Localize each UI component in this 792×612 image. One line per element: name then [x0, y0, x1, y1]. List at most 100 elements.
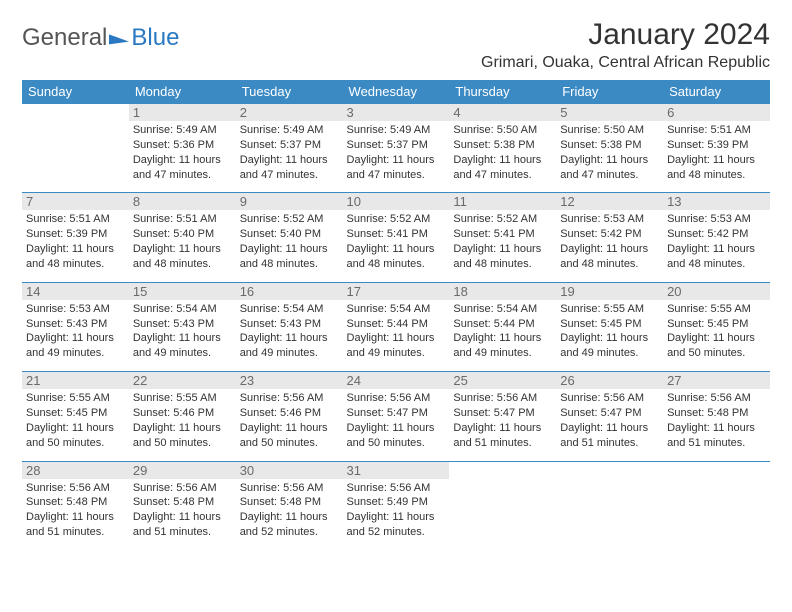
daylight-text: and 49 minutes. [347, 346, 446, 361]
sunrise-text: Sunrise: 5:56 AM [133, 481, 232, 496]
sunrise-text: Sunrise: 5:53 AM [560, 212, 659, 227]
day-number: 4 [449, 104, 556, 121]
calendar-cell: 14 Sunrise: 5:53 AMSunset: 5:43 PMDayligh… [22, 282, 129, 371]
sunrise-text: Sunrise: 5:54 AM [347, 302, 446, 317]
sunrise-text: Sunrise: 5:51 AM [133, 212, 232, 227]
sunset-text: Sunset: 5:45 PM [26, 406, 125, 421]
daylight-text: Daylight: 11 hours [560, 331, 659, 346]
daylight-text: Daylight: 11 hours [240, 153, 339, 168]
location-text: Grimari, Ouaka, Central African Republic [481, 54, 770, 72]
calendar-cell: 2Sunrise: 5:49 AMSunset: 5:37 PMDaylight… [236, 104, 343, 193]
daylight-text: Daylight: 11 hours [667, 242, 766, 257]
sunset-text: Sunset: 5:43 PM [26, 317, 125, 332]
sunrise-text: Sunrise: 5:56 AM [240, 391, 339, 406]
calendar-cell: 31Sunrise: 5:56 AMSunset: 5:49 PMDayligh… [343, 461, 450, 550]
sunrise-text: Sunrise: 5:49 AM [347, 123, 446, 138]
daylight-text: Daylight: 11 hours [347, 510, 446, 525]
daylight-text: Daylight: 11 hours [240, 331, 339, 346]
calendar-cell: 18Sunrise: 5:54 AMSunset: 5:44 PMDayligh… [449, 282, 556, 371]
sunset-text: Sunset: 5:39 PM [667, 138, 766, 153]
calendar-cell [663, 461, 770, 550]
sunrise-text: Sunrise: 5:56 AM [240, 481, 339, 496]
day-number: 24 [343, 372, 450, 389]
calendar-table: SundayMondayTuesdayWednesdayThursdayFrid… [22, 80, 770, 550]
sunrise-text: Sunrise: 5:56 AM [347, 481, 446, 496]
calendar-cell: 25Sunrise: 5:56 AMSunset: 5:47 PMDayligh… [449, 372, 556, 461]
daylight-text: and 50 minutes. [240, 436, 339, 451]
calendar-body: 1 Sunrise: 5:49 AM Sunset: 5:36 PM Daylight… [22, 104, 770, 550]
daylight-text: Daylight: 11 hours [26, 242, 125, 257]
day-number: 2 [236, 104, 343, 121]
sunset-text: Sunset: 5:48 PM [133, 495, 232, 510]
daylight-text: and 51 minutes. [453, 436, 552, 451]
daylight-text: and 48 minutes. [26, 257, 125, 272]
daylight-text: Daylight: 11 hours [560, 153, 659, 168]
daylight-text: and 49 minutes. [560, 346, 659, 361]
day-number: 17 [343, 283, 450, 300]
weekday-header: Friday [556, 80, 663, 104]
day-number: 1 [129, 104, 236, 121]
daylight-text: and 51 minutes. [667, 436, 766, 451]
sunrise-text: Sunrise: 5:53 AM [667, 212, 766, 227]
day-number: 22 [129, 372, 236, 389]
weekday-header: Thursday [449, 80, 556, 104]
day-number: 6 [663, 104, 770, 121]
sunset-text: Sunset: 5:37 PM [240, 138, 339, 153]
daylight-text: and 48 minutes. [667, 257, 766, 272]
sunset-text: Sunset: 5:48 PM [240, 495, 339, 510]
day-number: 25 [449, 372, 556, 389]
day-number: 8 [129, 193, 236, 210]
sunset-text: Sunset: 5:49 PM [347, 495, 446, 510]
daylight-text: and 49 minutes. [26, 346, 125, 361]
daylight-text: Daylight: 11 hours [133, 421, 232, 436]
daylight-text: and 50 minutes. [26, 436, 125, 451]
daylight-text: Daylight: 11 hours [26, 331, 125, 346]
sunrise-text: Sunrise: 5:53 AM [26, 302, 125, 317]
sunset-text: Sunset: 5:43 PM [240, 317, 339, 332]
sunset-text: Sunset: 5:38 PM [453, 138, 552, 153]
day-number: 18 [449, 283, 556, 300]
sunset-text: Sunset: 5:41 PM [453, 227, 552, 242]
sunset-text: Sunset: 5:46 PM [133, 406, 232, 421]
day-number: 21 [22, 372, 129, 389]
calendar-cell: 12Sunrise: 5:53 AMSunset: 5:42 PMDayligh… [556, 193, 663, 282]
calendar-cell: 24Sunrise: 5:56 AMSunset: 5:47 PMDayligh… [343, 372, 450, 461]
sunset-text: Sunset: 5:43 PM [133, 317, 232, 332]
calendar-cell: 8Sunrise: 5:51 AMSunset: 5:40 PMDaylight… [129, 193, 236, 282]
day-number: 26 [556, 372, 663, 389]
sunrise-text: Sunrise: 5:52 AM [347, 212, 446, 227]
weekday-header: Wednesday [343, 80, 450, 104]
sunset-text: Sunset: 5:36 PM [133, 138, 232, 153]
sunrise-text: Sunrise: 5:56 AM [560, 391, 659, 406]
calendar-cell: 20Sunrise: 5:55 AMSunset: 5:45 PMDayligh… [663, 282, 770, 371]
calendar-week-row: 7Sunrise: 5:51 AMSunset: 5:39 PMDaylight… [22, 193, 770, 282]
day-number: 14 [22, 283, 129, 300]
sunset-text: Sunset: 5:48 PM [667, 406, 766, 421]
sunset-text: Sunset: 5:40 PM [240, 227, 339, 242]
calendar-cell: 3Sunrise: 5:49 AMSunset: 5:37 PMDaylight… [343, 104, 450, 193]
calendar-cell: 15Sunrise: 5:54 AMSunset: 5:43 PMDayligh… [129, 282, 236, 371]
daylight-text: Daylight: 11 hours [347, 331, 446, 346]
daylight-text: Daylight: 11 hours [453, 331, 552, 346]
day-number: 20 [663, 283, 770, 300]
daylight-text: Daylight: 11 hours [560, 421, 659, 436]
daylight-text: Daylight: 11 hours [347, 242, 446, 257]
sunrise-text: Sunrise: 5:55 AM [133, 391, 232, 406]
day-number: 5 [556, 104, 663, 121]
day-number: 23 [236, 372, 343, 389]
day-number: 30 [236, 462, 343, 479]
calendar-cell: 17Sunrise: 5:54 AMSunset: 5:44 PMDayligh… [343, 282, 450, 371]
sunrise-text: Sunrise: 5:50 AM [560, 123, 659, 138]
logo-text-2: Blue [131, 24, 179, 52]
daylight-text: Daylight: 11 hours [240, 510, 339, 525]
calendar-cell: 9Sunrise: 5:52 AMSunset: 5:40 PMDaylight… [236, 193, 343, 282]
daylight-text: Daylight: 11 hours [453, 153, 552, 168]
calendar-cell [449, 461, 556, 550]
daylight-text: and 48 minutes. [560, 257, 659, 272]
sunrise-text: Sunrise: 5:54 AM [453, 302, 552, 317]
calendar-cell: 28Sunrise: 5:56 AMSunset: 5:48 PMDayligh… [22, 461, 129, 550]
daylight-text: and 49 minutes. [453, 346, 552, 361]
daylight-text: Daylight: 11 hours [133, 510, 232, 525]
daylight-text: Daylight: 11 hours [347, 421, 446, 436]
day-number: 7 [22, 193, 129, 210]
